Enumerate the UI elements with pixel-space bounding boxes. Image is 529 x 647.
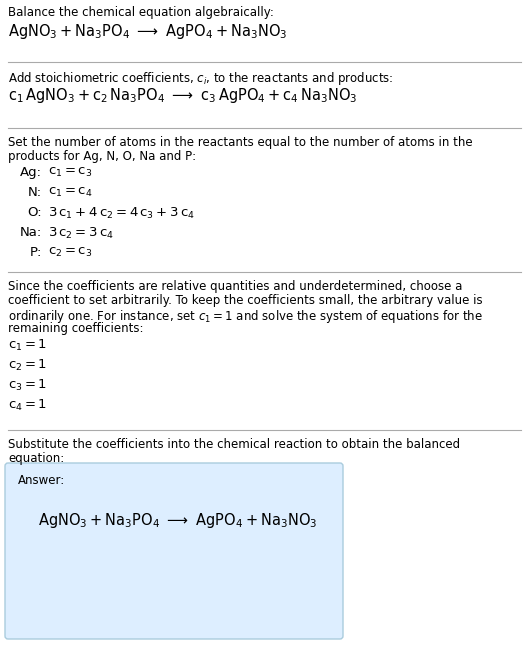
Text: P:: P: bbox=[30, 246, 42, 259]
Text: Add stoichiometric coefficients, $c_i$, to the reactants and products:: Add stoichiometric coefficients, $c_i$, … bbox=[8, 70, 394, 87]
Text: $\mathrm{AgNO_3 + Na_3PO_4 \ {\longrightarrow} \ AgPO_4 + Na_3NO_3}$: $\mathrm{AgNO_3 + Na_3PO_4 \ {\longright… bbox=[38, 511, 317, 530]
Text: $\mathrm{c_2 = 1}$: $\mathrm{c_2 = 1}$ bbox=[8, 358, 47, 373]
Text: remaining coefficients:: remaining coefficients: bbox=[8, 322, 143, 335]
Text: Balance the chemical equation algebraically:: Balance the chemical equation algebraica… bbox=[8, 6, 274, 19]
Text: $\mathrm{c_4 = 1}$: $\mathrm{c_4 = 1}$ bbox=[8, 398, 47, 413]
Text: $\mathrm{c_1 = 1}$: $\mathrm{c_1 = 1}$ bbox=[8, 338, 47, 353]
Text: Since the coefficients are relative quantities and underdetermined, choose a: Since the coefficients are relative quan… bbox=[8, 280, 462, 293]
Text: $\mathrm{c_3 = 1}$: $\mathrm{c_3 = 1}$ bbox=[8, 378, 47, 393]
Text: products for Ag, N, O, Na and P:: products for Ag, N, O, Na and P: bbox=[8, 150, 196, 163]
Text: Answer:: Answer: bbox=[18, 474, 65, 487]
Text: $\mathrm{c_1 = c_3}$: $\mathrm{c_1 = c_3}$ bbox=[48, 166, 93, 179]
Text: $\mathrm{3\,c_1 + 4\,c_2 = 4\,c_3 + 3\,c_4}$: $\mathrm{3\,c_1 + 4\,c_2 = 4\,c_3 + 3\,c… bbox=[48, 206, 195, 221]
FancyBboxPatch shape bbox=[5, 463, 343, 639]
Text: Set the number of atoms in the reactants equal to the number of atoms in the: Set the number of atoms in the reactants… bbox=[8, 136, 472, 149]
Text: $\mathrm{c_2 = c_3}$: $\mathrm{c_2 = c_3}$ bbox=[48, 246, 93, 259]
Text: Na:: Na: bbox=[20, 226, 42, 239]
Text: $\mathrm{3\,c_2 = 3\,c_4}$: $\mathrm{3\,c_2 = 3\,c_4}$ bbox=[48, 226, 114, 241]
Text: O:: O: bbox=[28, 206, 42, 219]
Text: Substitute the coefficients into the chemical reaction to obtain the balanced: Substitute the coefficients into the che… bbox=[8, 438, 460, 451]
Text: Ag:: Ag: bbox=[20, 166, 42, 179]
Text: ordinarily one. For instance, set $c_1 = 1$ and solve the system of equations fo: ordinarily one. For instance, set $c_1 =… bbox=[8, 308, 483, 325]
Text: $\mathrm{AgNO_3 + Na_3PO_4 \ {\longrightarrow} \ AgPO_4 + Na_3NO_3}$: $\mathrm{AgNO_3 + Na_3PO_4 \ {\longright… bbox=[8, 22, 287, 41]
Text: N:: N: bbox=[28, 186, 42, 199]
Text: equation:: equation: bbox=[8, 452, 64, 465]
Text: coefficient to set arbitrarily. To keep the coefficients small, the arbitrary va: coefficient to set arbitrarily. To keep … bbox=[8, 294, 482, 307]
Text: $\mathrm{c_1 = c_4}$: $\mathrm{c_1 = c_4}$ bbox=[48, 186, 93, 199]
Text: $\mathrm{c_1\,AgNO_3 + c_2\,Na_3PO_4 \ {\longrightarrow} \ c_3\,AgPO_4 + c_4\,Na: $\mathrm{c_1\,AgNO_3 + c_2\,Na_3PO_4 \ {… bbox=[8, 86, 358, 105]
